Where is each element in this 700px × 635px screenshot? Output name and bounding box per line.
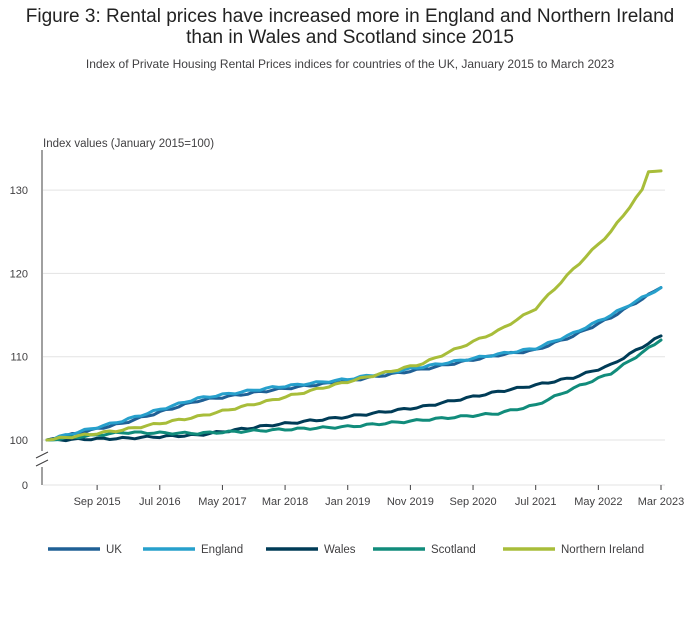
- axis-break-mark: [35, 451, 49, 459]
- y-tick-label: 100: [10, 435, 28, 447]
- legend-label: Northern Ireland: [561, 544, 644, 556]
- legend-label: Wales: [324, 544, 356, 556]
- x-tick-label: Jul 2021: [515, 496, 557, 508]
- gridlines: [43, 189, 665, 486]
- y-tick-label: 130: [10, 185, 28, 197]
- y-axis-label: Index values (January 2015=100): [43, 138, 214, 150]
- x-tick-label: Jul 2016: [139, 496, 181, 508]
- x-tick-label: Mar 2023: [638, 496, 684, 508]
- x-tick-label: Sep 2015: [74, 496, 121, 508]
- x-tick-label: May 2017: [198, 496, 246, 508]
- legend-label: England: [201, 544, 243, 556]
- axis-break-mark: [35, 459, 49, 467]
- series-lines: [45, 169, 663, 443]
- x-tick-label: Sep 2020: [449, 496, 496, 508]
- chart-title: Figure 3: Rental prices have increased m…: [25, 6, 675, 48]
- series-line-scotland: [45, 338, 663, 442]
- x-tick-label: Nov 2019: [387, 496, 434, 508]
- x-tick-label: Jan 2019: [325, 496, 370, 508]
- y-axis: 100 110 120 130 0 Index values (January 2015=…: [10, 138, 215, 492]
- chart-subtitle: Index of Private Housing Rental Prices i…: [85, 57, 615, 71]
- y-tick-label: 0: [22, 480, 28, 492]
- series-line-england: [45, 286, 663, 442]
- y-tick-label: 120: [10, 268, 28, 280]
- x-tick-label: Mar 2018: [262, 496, 308, 508]
- series-line-northern-ireland: [45, 169, 663, 442]
- x-tick-label: May 2022: [574, 496, 622, 508]
- x-axis: Sep 2015 Jul 2016 May 2017 Mar 2018 Jan 2019…: [74, 485, 684, 508]
- legend-label: Scotland: [431, 544, 476, 556]
- legend-label: UK: [106, 544, 122, 556]
- y-tick-label: 110: [10, 352, 28, 364]
- legend: UK England Wales Scotland Northern Ireland: [48, 544, 644, 556]
- series-line-wales: [45, 334, 663, 443]
